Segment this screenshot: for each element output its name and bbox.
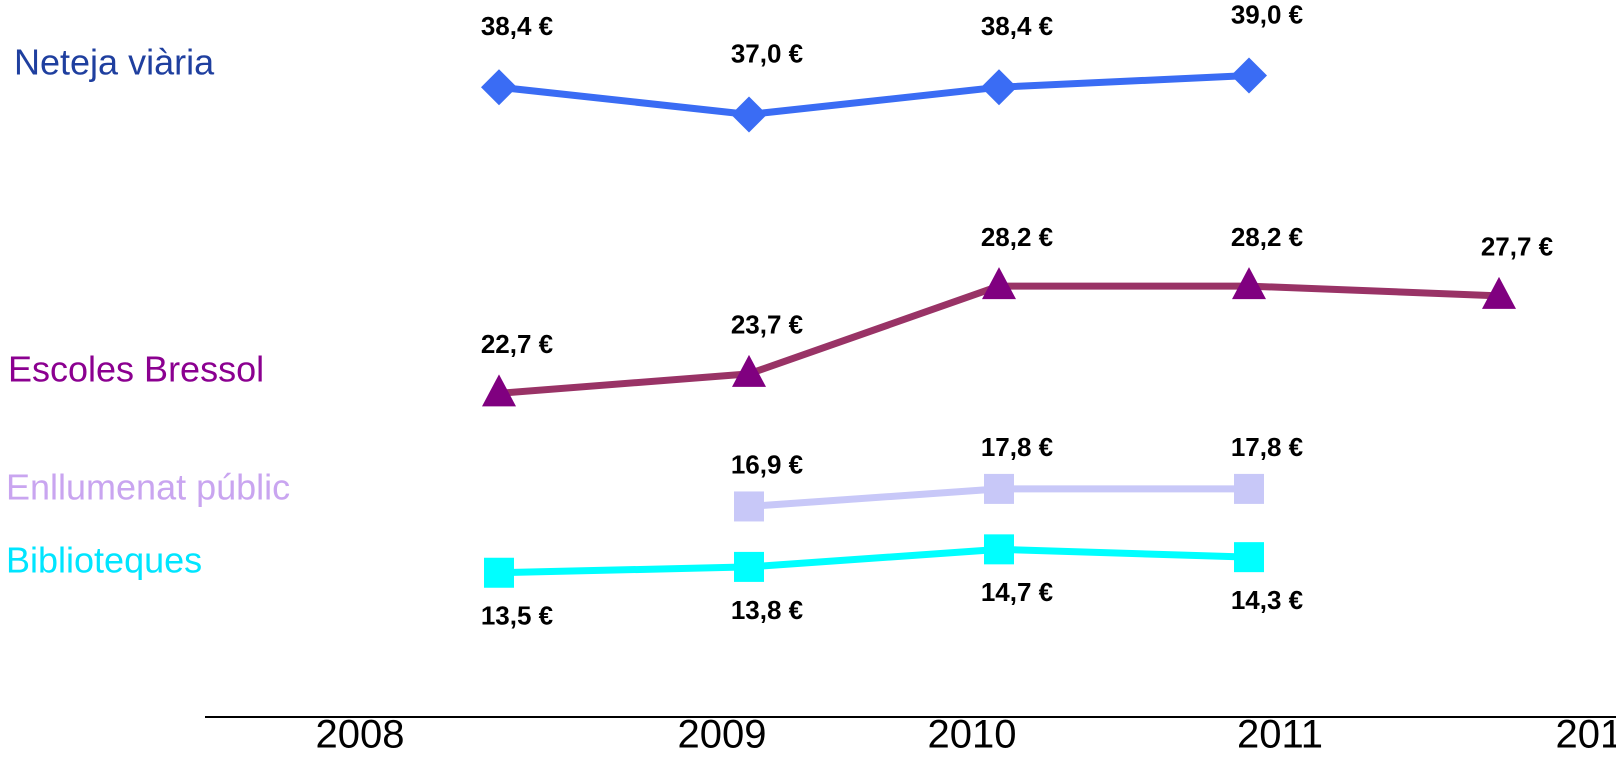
marker <box>982 267 1016 300</box>
value-label: 37,0 € <box>731 38 803 68</box>
value-label: 22,7 € <box>481 329 553 359</box>
value-label: 13,8 € <box>731 595 803 625</box>
marker <box>1234 542 1264 573</box>
marker <box>1234 473 1264 504</box>
marker <box>731 96 767 133</box>
value-label: 17,8 € <box>981 432 1053 462</box>
series-name: Neteja viària <box>14 42 215 83</box>
value-label: 14,7 € <box>981 577 1053 607</box>
marker <box>1232 267 1266 300</box>
value-label: 13,5 € <box>481 601 553 631</box>
x-tick-label: 2011 <box>1237 713 1323 757</box>
series-name: Biblioteques <box>6 540 202 581</box>
value-label: 16,9 € <box>731 449 803 479</box>
marker <box>984 534 1014 565</box>
series-name: Enllumenat públic <box>6 467 290 508</box>
marker <box>481 69 517 106</box>
marker <box>1231 57 1267 94</box>
series-line <box>498 72 1250 118</box>
value-label: 17,8 € <box>1231 432 1303 462</box>
marker <box>734 551 764 582</box>
marker <box>734 491 764 522</box>
marker <box>984 473 1014 504</box>
x-tick-label: 2008 <box>316 713 405 757</box>
value-label: 28,2 € <box>981 222 1053 252</box>
marker <box>484 557 514 588</box>
marker <box>1482 276 1516 309</box>
x-tick-label: 2009 <box>678 713 767 757</box>
marker <box>482 374 516 407</box>
marker <box>981 69 1017 106</box>
marker <box>732 354 766 387</box>
value-label: 28,2 € <box>1231 222 1303 252</box>
value-label: 38,4 € <box>481 11 553 41</box>
x-tick-label: 2012 <box>1556 713 1616 757</box>
value-label: 39,0 € <box>1231 0 1303 29</box>
value-label: 38,4 € <box>981 11 1053 41</box>
x-tick-label: 2010 <box>928 713 1017 757</box>
value-label: 23,7 € <box>731 310 803 340</box>
series-line <box>498 282 1500 397</box>
series-line <box>498 545 1250 577</box>
series-name: Escoles Bressol <box>8 349 264 390</box>
value-label: 27,7 € <box>1481 232 1553 262</box>
value-label: 14,3 € <box>1231 585 1303 615</box>
